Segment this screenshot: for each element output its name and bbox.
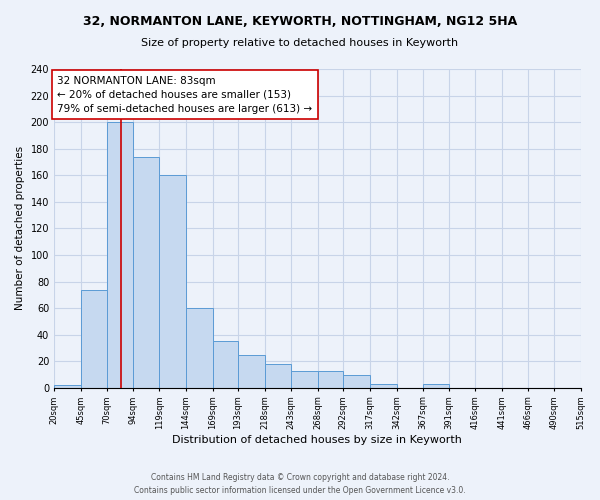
Bar xyxy=(265,364,291,388)
Bar xyxy=(423,384,449,388)
Bar xyxy=(238,354,265,388)
Bar xyxy=(54,385,80,388)
Bar xyxy=(80,290,107,388)
Bar xyxy=(107,122,133,388)
X-axis label: Distribution of detached houses by size in Keyworth: Distribution of detached houses by size … xyxy=(172,435,462,445)
Bar xyxy=(212,342,238,388)
Bar xyxy=(370,384,397,388)
Bar xyxy=(133,156,160,388)
Text: Size of property relative to detached houses in Keyworth: Size of property relative to detached ho… xyxy=(142,38,458,48)
Bar xyxy=(318,370,343,388)
Bar xyxy=(343,374,370,388)
Text: 32, NORMANTON LANE, KEYWORTH, NOTTINGHAM, NG12 5HA: 32, NORMANTON LANE, KEYWORTH, NOTTINGHAM… xyxy=(83,15,517,28)
Text: Contains HM Land Registry data © Crown copyright and database right 2024.
Contai: Contains HM Land Registry data © Crown c… xyxy=(134,473,466,495)
Text: 32 NORMANTON LANE: 83sqm
← 20% of detached houses are smaller (153)
79% of semi-: 32 NORMANTON LANE: 83sqm ← 20% of detach… xyxy=(57,76,313,114)
Bar xyxy=(291,370,318,388)
Bar xyxy=(186,308,212,388)
Y-axis label: Number of detached properties: Number of detached properties xyxy=(15,146,25,310)
Bar xyxy=(160,176,186,388)
